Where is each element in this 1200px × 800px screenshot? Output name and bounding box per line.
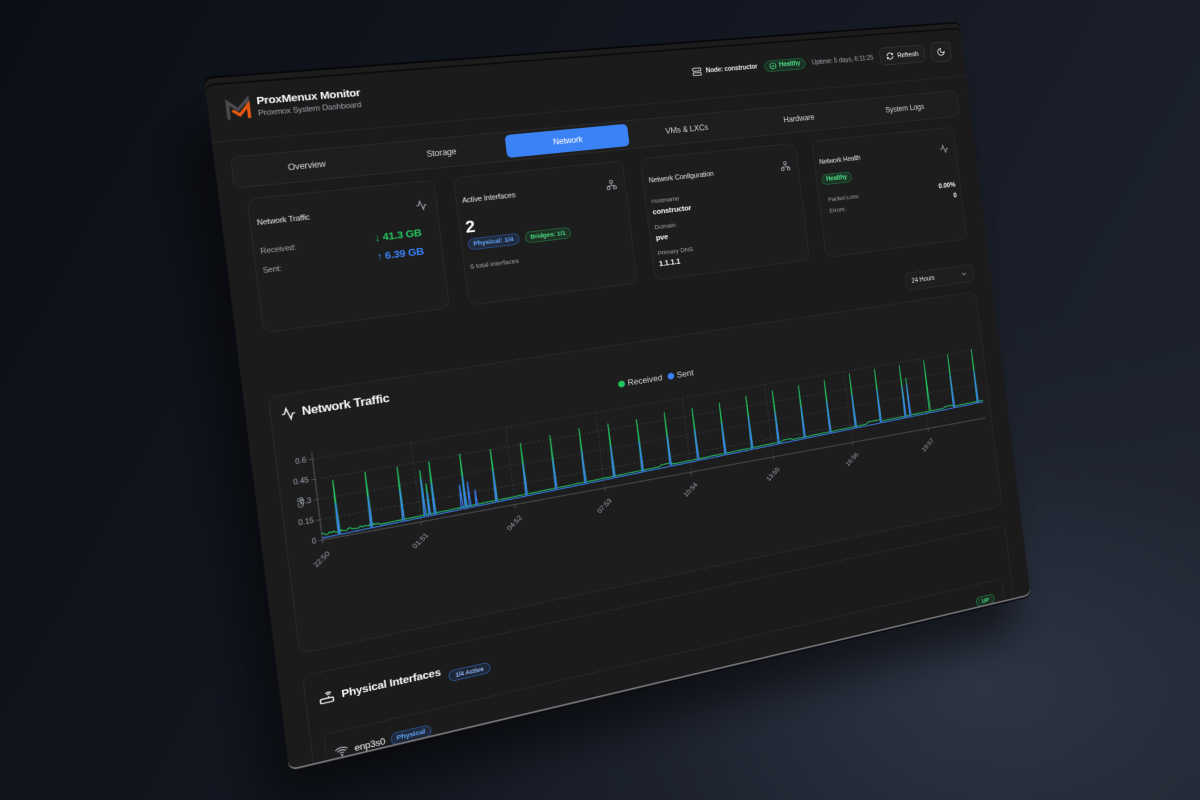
svg-text:Sent: Sent: [676, 369, 694, 381]
svg-text:Received: Received: [627, 374, 663, 389]
svg-text:22:50: 22:50: [312, 549, 333, 569]
svg-text:0.3: 0.3: [300, 496, 313, 506]
svg-text:0.15: 0.15: [298, 517, 315, 528]
svg-text:13:55: 13:55: [765, 465, 782, 482]
svg-text:0: 0: [311, 537, 317, 546]
svg-text:04:52: 04:52: [505, 514, 524, 532]
svg-text:07:53: 07:53: [596, 497, 614, 515]
svg-text:GB: GB: [295, 496, 306, 509]
svg-text:01:51: 01:51: [411, 531, 431, 550]
svg-text:0.45: 0.45: [293, 476, 310, 487]
svg-text:10:54: 10:54: [682, 481, 699, 499]
svg-text:19:57: 19:57: [920, 437, 935, 453]
svg-text:0.6: 0.6: [295, 456, 308, 466]
svg-text:16:56: 16:56: [844, 451, 860, 468]
